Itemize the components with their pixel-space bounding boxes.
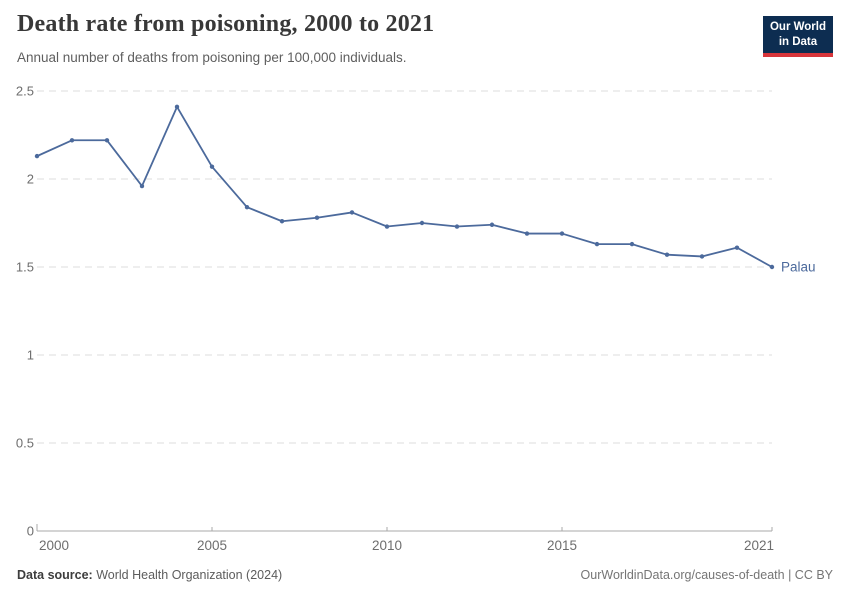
license-label: | CC BY — [784, 568, 833, 582]
data-point[interactable] — [349, 210, 355, 215]
data-point[interactable] — [139, 183, 145, 189]
data-source: Data source: World Health Organization (… — [17, 568, 282, 582]
data-point[interactable] — [104, 138, 110, 143]
owid-logo-line2: in Data — [778, 35, 818, 48]
data-point[interactable] — [174, 104, 180, 110]
y-tick-label: 0 — [27, 524, 34, 539]
data-point[interactable] — [489, 222, 495, 227]
data-point[interactable] — [209, 164, 215, 169]
data-point[interactable] — [594, 241, 600, 247]
data-point[interactable] — [384, 224, 390, 229]
x-tick-label: 2000 — [39, 538, 69, 553]
data-point[interactable] — [664, 252, 670, 257]
y-tick-label: 1 — [27, 348, 34, 363]
data-point[interactable] — [279, 219, 285, 224]
data-source-label: Data source: — [17, 568, 93, 582]
owid-url-link[interactable]: OurWorldinData.org/causes-of-death — [580, 568, 785, 582]
data-point[interactable] — [769, 264, 775, 270]
series-end-label[interactable]: Palau — [781, 260, 816, 275]
data-point[interactable] — [629, 241, 635, 247]
credit-line: OurWorldinData.org/causes-of-death | CC … — [581, 568, 833, 582]
data-point[interactable] — [524, 231, 530, 236]
data-point[interactable] — [559, 231, 565, 236]
data-source-value: World Health Organization (2024) — [92, 568, 283, 582]
y-tick-label: 2 — [27, 172, 34, 187]
data-point[interactable] — [419, 220, 425, 226]
x-tick-label: 2015 — [547, 538, 577, 553]
chart-subtitle: Annual number of deaths from poisoning p… — [17, 50, 407, 65]
x-tick-label: 2010 — [372, 538, 402, 553]
data-point[interactable] — [34, 153, 40, 159]
data-point[interactable] — [699, 254, 705, 259]
x-tick-label: 2021 — [744, 538, 774, 553]
data-point[interactable] — [454, 224, 460, 229]
data-point[interactable] — [69, 138, 75, 143]
x-tick-label: 2005 — [197, 538, 227, 553]
data-point[interactable] — [734, 245, 740, 250]
y-tick-label: 1.5 — [16, 260, 34, 275]
y-tick-label: 2.5 — [16, 84, 34, 99]
data-point[interactable] — [244, 204, 250, 210]
series-line-palau — [36, 105, 773, 268]
data-point[interactable] — [314, 215, 320, 220]
chart-title: Death rate from poisoning, 2000 to 2021 — [17, 11, 435, 37]
owid-logo-line1: Our World — [769, 21, 826, 33]
owid-logo[interactable]: Our World in Data — [762, 16, 833, 57]
y-tick-label: 0.5 — [16, 436, 34, 451]
